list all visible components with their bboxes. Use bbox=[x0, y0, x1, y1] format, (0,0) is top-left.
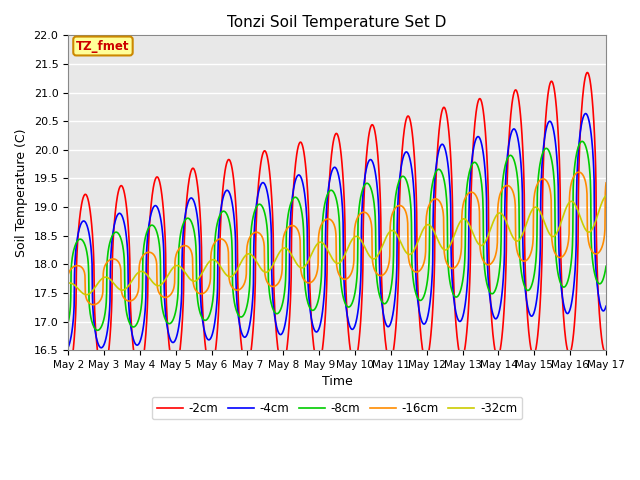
Text: TZ_fmet: TZ_fmet bbox=[76, 39, 130, 52]
-32cm bbox=[276, 249, 284, 255]
-4cm bbox=[97, 345, 105, 351]
-32cm bbox=[508, 233, 516, 239]
-8cm bbox=[579, 138, 586, 144]
-16cm bbox=[289, 223, 296, 228]
-2cm bbox=[554, 132, 562, 138]
-2cm bbox=[584, 70, 591, 75]
-32cm bbox=[555, 226, 563, 232]
-16cm bbox=[184, 243, 191, 249]
-32cm bbox=[420, 226, 428, 231]
-32cm bbox=[64, 280, 72, 286]
-16cm bbox=[602, 180, 610, 186]
-16cm bbox=[90, 302, 97, 308]
Line: -32cm: -32cm bbox=[68, 196, 606, 295]
-16cm bbox=[276, 278, 284, 284]
-4cm bbox=[276, 331, 284, 337]
-16cm bbox=[420, 261, 428, 266]
Legend: -2cm, -4cm, -8cm, -16cm, -32cm: -2cm, -4cm, -8cm, -16cm, -32cm bbox=[152, 397, 522, 420]
-32cm bbox=[602, 193, 610, 199]
-4cm bbox=[602, 303, 610, 309]
-8cm bbox=[94, 327, 102, 333]
-4cm bbox=[555, 231, 563, 237]
-2cm bbox=[64, 372, 72, 378]
Y-axis label: Soil Temperature (C): Soil Temperature (C) bbox=[15, 129, 28, 257]
-8cm bbox=[420, 294, 428, 300]
-8cm bbox=[289, 196, 296, 202]
-8cm bbox=[602, 264, 610, 269]
-2cm bbox=[602, 348, 610, 354]
Line: -8cm: -8cm bbox=[68, 141, 606, 330]
-16cm bbox=[555, 254, 563, 260]
-8cm bbox=[555, 274, 563, 279]
-2cm bbox=[420, 351, 428, 357]
-4cm bbox=[289, 192, 296, 198]
-32cm bbox=[83, 292, 90, 298]
-4cm bbox=[184, 202, 191, 208]
Line: -2cm: -2cm bbox=[68, 72, 606, 375]
-2cm bbox=[508, 101, 516, 107]
-8cm bbox=[64, 320, 72, 325]
Line: -4cm: -4cm bbox=[68, 114, 606, 348]
-16cm bbox=[575, 169, 582, 175]
-16cm bbox=[508, 187, 516, 193]
-8cm bbox=[508, 154, 516, 159]
-32cm bbox=[289, 254, 296, 260]
-4cm bbox=[508, 128, 516, 133]
X-axis label: Time: Time bbox=[322, 375, 353, 388]
Line: -16cm: -16cm bbox=[68, 172, 606, 305]
-2cm bbox=[183, 195, 191, 201]
-4cm bbox=[420, 321, 428, 327]
-32cm bbox=[184, 273, 191, 278]
Title: Tonzi Soil Temperature Set D: Tonzi Soil Temperature Set D bbox=[227, 15, 447, 30]
-4cm bbox=[64, 345, 72, 350]
-2cm bbox=[275, 355, 283, 360]
-16cm bbox=[64, 272, 72, 277]
-8cm bbox=[184, 216, 191, 221]
-2cm bbox=[289, 208, 296, 214]
-4cm bbox=[582, 111, 589, 117]
-8cm bbox=[276, 309, 284, 314]
